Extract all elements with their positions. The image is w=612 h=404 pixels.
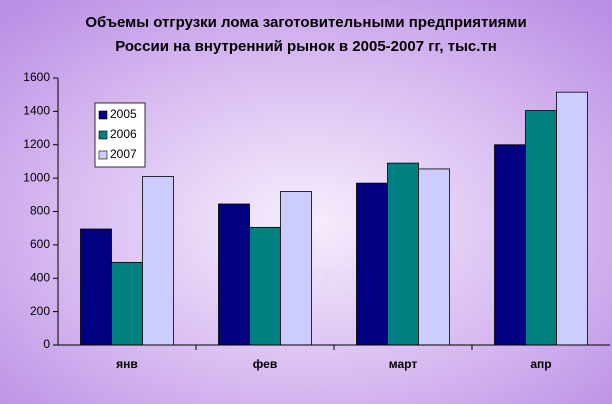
bar xyxy=(356,182,388,346)
x-tick-label: апр xyxy=(530,357,551,371)
bar xyxy=(80,228,112,346)
bar xyxy=(387,162,419,346)
legend-swatch xyxy=(98,150,108,160)
y-tick-label: 1200 xyxy=(23,137,50,151)
legend-swatch xyxy=(98,110,108,120)
bar xyxy=(418,168,450,346)
bar xyxy=(111,261,143,346)
x-tick-label: янв xyxy=(116,357,138,371)
legend-swatch xyxy=(98,130,108,140)
bar xyxy=(525,110,557,346)
legend-label: 2005 xyxy=(110,107,137,121)
bar xyxy=(556,91,588,346)
bar xyxy=(249,226,281,346)
y-tick-label: 1600 xyxy=(23,70,50,84)
bar xyxy=(218,203,250,346)
bar xyxy=(494,144,526,346)
y-tick-label: 400 xyxy=(30,270,50,284)
chart-title: России на внутренний рынок в 2005-2007 г… xyxy=(115,38,497,55)
y-tick-label: 1000 xyxy=(23,170,50,184)
legend-label: 2007 xyxy=(110,147,137,161)
bar xyxy=(280,191,312,346)
legend-label: 2006 xyxy=(110,127,137,141)
y-tick-label: 600 xyxy=(30,237,50,251)
y-tick-label: 1400 xyxy=(23,104,50,118)
y-tick-label: 0 xyxy=(43,337,50,351)
x-tick-label: фев xyxy=(253,357,277,371)
bar xyxy=(142,176,174,346)
chart-title: Объемы отгрузки лома заготовительными пр… xyxy=(85,14,526,31)
y-tick-label: 200 xyxy=(30,304,50,318)
y-tick-label: 800 xyxy=(30,204,50,218)
x-tick-label: март xyxy=(389,357,418,371)
